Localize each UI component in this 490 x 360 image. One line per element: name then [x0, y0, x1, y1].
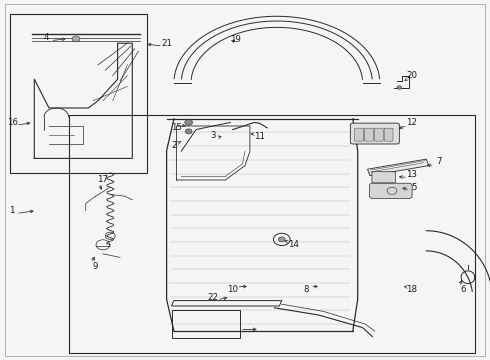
Text: 19: 19 — [230, 35, 241, 44]
Text: 14: 14 — [288, 240, 298, 249]
FancyBboxPatch shape — [350, 123, 399, 144]
Circle shape — [185, 129, 192, 134]
Text: 8: 8 — [303, 285, 309, 294]
Text: 9: 9 — [93, 262, 98, 271]
Circle shape — [185, 120, 193, 125]
Text: 12: 12 — [406, 118, 417, 127]
FancyBboxPatch shape — [374, 128, 383, 141]
Text: 21: 21 — [161, 39, 172, 48]
Text: 18: 18 — [406, 285, 417, 294]
Text: 7: 7 — [436, 157, 441, 166]
Text: 13: 13 — [406, 170, 417, 179]
Polygon shape — [368, 159, 429, 176]
Text: 22: 22 — [208, 292, 219, 302]
Text: 1: 1 — [9, 206, 15, 215]
FancyBboxPatch shape — [365, 128, 373, 141]
Text: 2: 2 — [171, 141, 177, 150]
Text: 17: 17 — [98, 175, 108, 184]
Text: 6: 6 — [460, 285, 466, 294]
Text: 3: 3 — [210, 130, 216, 139]
FancyBboxPatch shape — [372, 172, 395, 183]
FancyBboxPatch shape — [384, 128, 393, 141]
Text: 15: 15 — [171, 123, 182, 132]
Text: 11: 11 — [254, 132, 265, 141]
FancyBboxPatch shape — [355, 128, 364, 141]
Text: 10: 10 — [227, 285, 238, 294]
Text: 16: 16 — [7, 118, 18, 127]
Circle shape — [72, 36, 80, 42]
Text: 5: 5 — [411, 183, 417, 192]
Text: 4: 4 — [44, 33, 49, 42]
Text: 20: 20 — [406, 71, 417, 80]
Circle shape — [397, 86, 402, 89]
Circle shape — [278, 237, 285, 242]
FancyBboxPatch shape — [369, 183, 412, 198]
